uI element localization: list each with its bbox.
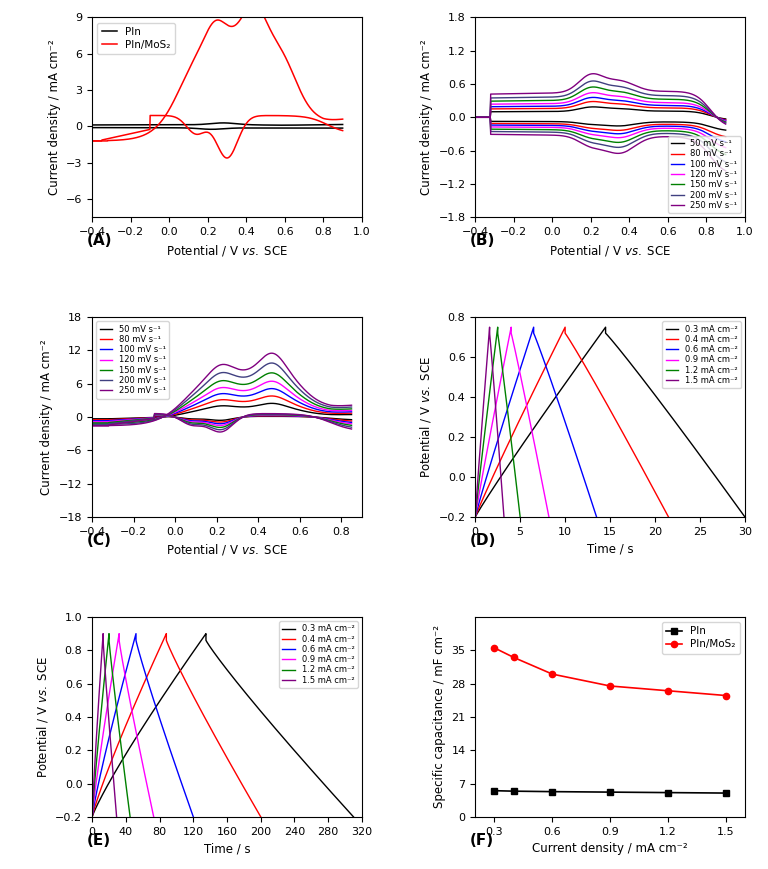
- Y-axis label: Potential / V $vs.$ SCE: Potential / V $vs.$ SCE: [35, 656, 50, 778]
- PIn/MoS₂: [721, 690, 730, 700]
- PIn: [605, 787, 614, 798]
- PIn/MoS₂: [509, 653, 518, 663]
- Y-axis label: Current density / mA cm⁻²: Current density / mA cm⁻²: [48, 39, 61, 196]
- Line: PIn: PIn: [492, 787, 729, 796]
- PIn: [490, 786, 499, 796]
- Line: PIn/MoS₂: PIn/MoS₂: [492, 645, 729, 699]
- Legend: 0.3 mA cm⁻², 0.4 mA cm⁻², 0.6 mA cm⁻², 0.9 mA cm⁻², 1.2 mA cm⁻², 1.5 mA cm⁻²: 0.3 mA cm⁻², 0.4 mA cm⁻², 0.6 mA cm⁻², 0…: [279, 621, 358, 688]
- Legend: 50 mV s⁻¹, 80 mV s⁻¹, 100 mV s⁻¹, 120 mV s⁻¹, 150 mV s⁻¹, 200 mV s⁻¹, 250 mV s⁻¹: 50 mV s⁻¹, 80 mV s⁻¹, 100 mV s⁻¹, 120 mV…: [96, 322, 169, 399]
- Text: (B): (B): [470, 233, 495, 249]
- PIn/MoS₂: [548, 669, 557, 680]
- PIn: [548, 786, 557, 797]
- Text: (E): (E): [87, 833, 111, 848]
- Y-axis label: Specific capacitance / mF cm⁻²: Specific capacitance / mF cm⁻²: [432, 626, 445, 808]
- X-axis label: Potential / V $vs.$ SCE: Potential / V $vs.$ SCE: [549, 242, 671, 257]
- Text: (D): (D): [470, 533, 496, 548]
- Text: (F): (F): [470, 833, 494, 848]
- X-axis label: Potential / V $vs.$ SCE: Potential / V $vs.$ SCE: [166, 542, 288, 557]
- PIn/MoS₂: [664, 686, 673, 696]
- Y-axis label: Current density / mA cm⁻²: Current density / mA cm⁻²: [420, 39, 433, 196]
- X-axis label: Current density / mA cm⁻²: Current density / mA cm⁻²: [532, 842, 688, 855]
- Text: (C): (C): [87, 533, 111, 548]
- Legend: PIn, PIn/MoS₂: PIn, PIn/MoS₂: [662, 622, 740, 653]
- PIn/MoS₂: [605, 680, 614, 691]
- X-axis label: Time / s: Time / s: [204, 842, 250, 855]
- PIn/MoS₂: [490, 643, 499, 653]
- Y-axis label: Current density / mA cm⁻²: Current density / mA cm⁻²: [41, 339, 54, 495]
- PIn: [721, 788, 730, 799]
- Legend: 0.3 mA cm⁻², 0.4 mA cm⁻², 0.6 mA cm⁻², 0.9 mA cm⁻², 1.2 mA cm⁻², 1.5 mA cm⁻²: 0.3 mA cm⁻², 0.4 mA cm⁻², 0.6 mA cm⁻², 0…: [662, 322, 741, 388]
- PIn: [664, 787, 673, 798]
- Legend: PIn, PIn/MoS₂: PIn, PIn/MoS₂: [98, 23, 175, 54]
- Text: (A): (A): [87, 233, 112, 249]
- Legend: 50 mV s⁻¹, 80 mV s⁻¹, 100 mV s⁻¹, 120 mV s⁻¹, 150 mV s⁻¹, 200 mV s⁻¹, 250 mV s⁻¹: 50 mV s⁻¹, 80 mV s⁻¹, 100 mV s⁻¹, 120 mV…: [668, 136, 741, 213]
- X-axis label: Potential / V $vs.$ SCE: Potential / V $vs.$ SCE: [166, 242, 288, 257]
- Y-axis label: Potential / V $vs.$ SCE: Potential / V $vs.$ SCE: [418, 356, 433, 478]
- X-axis label: Time / s: Time / s: [587, 542, 634, 555]
- PIn: [509, 786, 518, 796]
